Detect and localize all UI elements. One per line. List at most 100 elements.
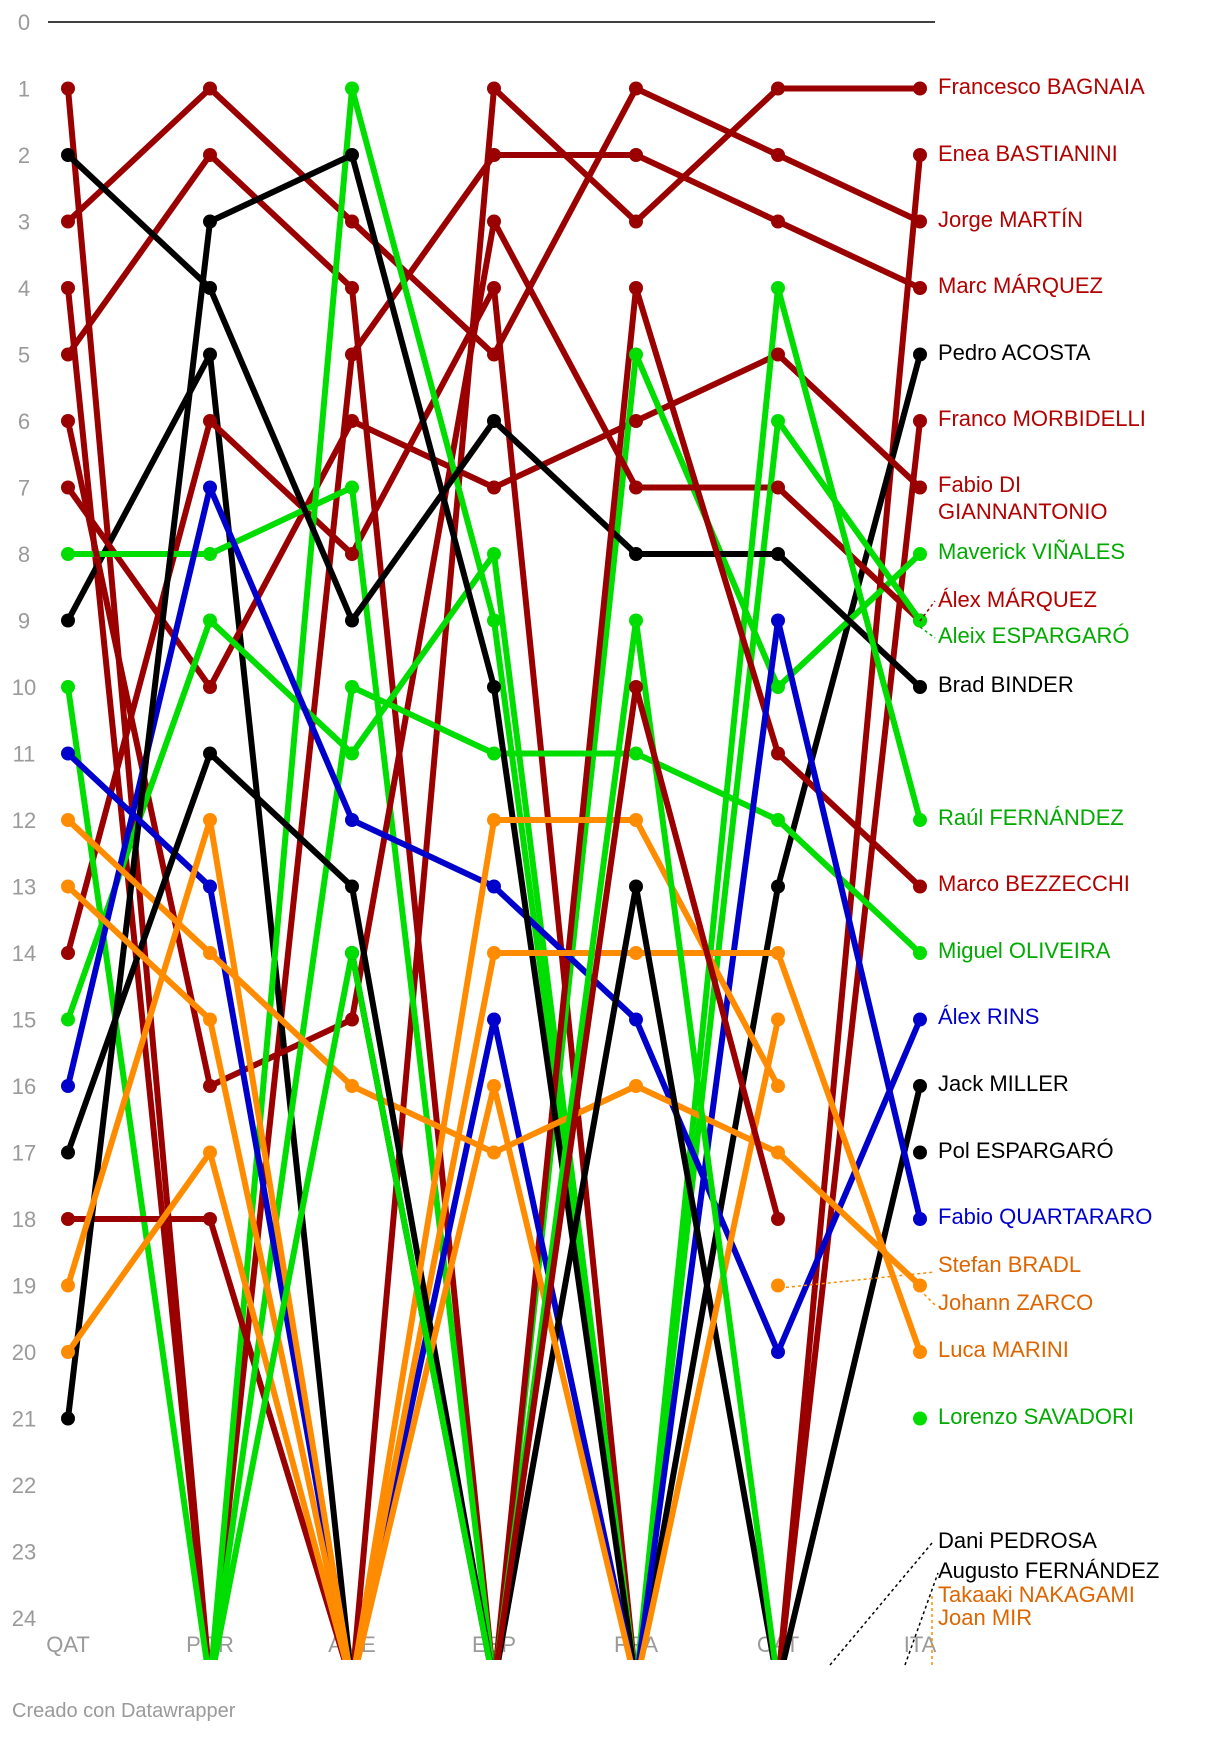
data-point [629, 813, 643, 827]
data-point [771, 148, 785, 162]
label-leader-line [904, 1572, 939, 1666]
series-label: Marco BEZZECCHI [938, 871, 1130, 896]
data-point [913, 1079, 927, 1093]
data-point [61, 281, 75, 295]
data-point [61, 81, 75, 96]
series-label: Luca MARINI [938, 1337, 1069, 1362]
series-line-segment [65, 684, 210, 1660]
data-point [61, 680, 75, 694]
data-point [913, 480, 927, 495]
data-point [487, 148, 501, 162]
y-tick-label: 12 [12, 808, 36, 833]
series-line-segment [65, 817, 213, 956]
series-line-segment [633, 617, 778, 1660]
data-point [771, 281, 785, 295]
series-label: Stefan BRADL [938, 1252, 1081, 1277]
data-point [913, 879, 927, 894]
series-line-segment [633, 1016, 781, 1355]
series-line-segment [207, 1149, 349, 1660]
data-point [913, 81, 927, 96]
data-point [61, 214, 75, 229]
data-point [345, 813, 359, 827]
data-point [61, 1079, 75, 1093]
series-label: Lorenzo SAVADORI [938, 1404, 1134, 1429]
data-point [203, 613, 217, 628]
series-line-segment [775, 218, 923, 291]
y-tick-label: 22 [12, 1473, 36, 1498]
series-line-segment [775, 950, 923, 1355]
series-label: Augusto FERNÁNDEZ [938, 1558, 1159, 1583]
y-tick-label: 19 [12, 1274, 36, 1299]
series-line-segment [65, 85, 213, 225]
data-point [771, 680, 785, 694]
series-line-segment [349, 418, 497, 491]
series-line-segment [349, 218, 497, 1023]
y-tick-label: 5 [18, 343, 30, 368]
data-point [203, 946, 217, 960]
data-point [771, 1212, 785, 1226]
data-point [203, 347, 217, 362]
data-point [629, 480, 643, 495]
data-point [771, 414, 785, 428]
data-point [629, 1012, 643, 1027]
series-line-segment [207, 152, 355, 291]
series-label: Álex MÁRQUEZ [938, 587, 1097, 612]
data-point [203, 281, 217, 295]
data-point [913, 1012, 927, 1027]
data-point [487, 1012, 501, 1027]
data-point [203, 879, 217, 894]
data-point [345, 281, 359, 295]
data-point [345, 347, 359, 362]
series-line-segment [65, 1149, 213, 1355]
series-line-segment [633, 285, 781, 757]
data-point [203, 1079, 217, 1093]
series-line-segment [775, 418, 923, 624]
series-line-segment [207, 1016, 355, 1089]
data-point [771, 613, 785, 628]
y-tick-label: 10 [12, 675, 36, 700]
data-point [629, 547, 643, 561]
y-tick-label: 16 [12, 1074, 36, 1099]
y-tick-label: 2 [18, 143, 30, 168]
data-point [771, 1345, 785, 1359]
series-line-segment [207, 484, 355, 823]
series-line-segment [65, 418, 213, 1089]
data-point [203, 81, 217, 96]
y-tick-label: 9 [18, 609, 30, 634]
series-line-segment [65, 152, 213, 358]
y-tick-label: 4 [18, 276, 30, 301]
y-tick-label: 7 [18, 476, 30, 501]
data-point [771, 946, 785, 960]
series-points [61, 81, 927, 1426]
series-line-segment [635, 285, 781, 1660]
series-line-segment [775, 1149, 923, 1289]
data-point [203, 1012, 217, 1027]
data-point [61, 946, 75, 960]
series-line-segment [775, 152, 923, 225]
series-line-segment [491, 1083, 634, 1660]
data-point [345, 879, 359, 894]
series-line-segment [494, 684, 639, 1660]
data-point [487, 547, 501, 561]
data-point [487, 414, 501, 428]
x-tick-label: FRA [614, 1632, 658, 1657]
data-point [913, 1278, 927, 1293]
series-line-segment [352, 817, 497, 1660]
data-point [771, 746, 785, 761]
data-point [771, 547, 785, 561]
series-label: Pedro ACOSTA [938, 340, 1091, 365]
series-lines [65, 85, 923, 1660]
bump-chart: 0123456789101112131415161718192021222324… [12, 10, 1159, 1666]
y-tick-label: 6 [18, 409, 30, 434]
series-label: Jack MILLER [938, 1071, 1069, 1096]
series-label: Marc MÁRQUEZ [938, 273, 1103, 298]
series-label: Miguel OLIVEIRA [938, 938, 1111, 963]
data-point [203, 1145, 217, 1160]
data-point [61, 1212, 75, 1226]
data-point [913, 547, 927, 561]
data-point [203, 813, 217, 827]
series-line-segment [349, 418, 497, 624]
series-line-segment [780, 1083, 923, 1660]
y-tick-label: 24 [12, 1606, 36, 1631]
